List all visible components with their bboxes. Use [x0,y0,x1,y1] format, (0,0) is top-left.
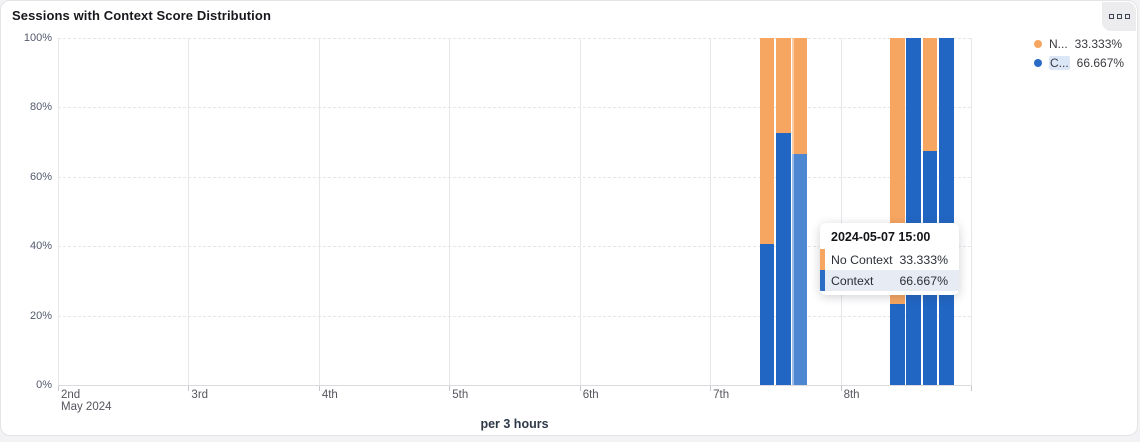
bar-segment-context[interactable] [776,132,791,385]
bar-segment-context[interactable] [906,38,922,385]
x-tick-label: 7th [713,389,730,401]
legend-marker-dot-icon [1034,59,1042,67]
legend-series-value: 33.333% [1074,37,1123,51]
gridline-vertical [449,38,451,385]
x-tick-mark [971,386,972,391]
x-tick-label: 2nd [61,389,81,401]
bar-segment-no-context[interactable] [922,38,938,151]
legend-series-value: 66.667% [1076,56,1125,70]
gridline-vertical [710,38,712,385]
gridline-horizontal [58,176,971,178]
bar-segment-context[interactable] [890,304,905,385]
gridline-vertical [188,38,190,385]
y-tick-label: 80% [29,101,52,114]
x-tick-mark [58,386,59,391]
plot-area [58,38,972,385]
legend: N... 33.333% C... 66.667% [1034,37,1124,70]
tooltip-series-value: 33.333% [899,252,948,267]
bar-segment-no-context[interactable] [792,38,807,154]
gridline-horizontal [58,315,971,317]
legend-marker-dot-icon [1034,40,1042,48]
gridline-vertical [318,38,320,385]
bar-segment-no-context[interactable] [776,38,791,133]
x-axis-line [58,385,972,386]
y-tick-label: 100% [23,32,52,44]
y-tick-label: 20% [29,309,52,322]
bar-segment-context[interactable] [759,244,775,385]
gridline-horizontal [58,38,971,39]
x-tick-label: 5th [452,389,469,401]
legend-item[interactable]: C... 66.667% [1034,56,1124,70]
gridline-vertical [58,38,59,385]
tooltip-series-label: No Context [831,252,893,267]
square-icon [1108,14,1114,19]
x-axis-caption: per 3 hours [480,417,549,431]
x-axis-sub-label: May 2024 [61,401,112,413]
x-tick-label: 6th [582,389,599,401]
chart-tooltip: 2024-05-07 15:00 No Context 33.333% Contex… [820,223,959,295]
bar-segment-context[interactable] [939,38,954,385]
tooltip-series-marker [820,270,825,291]
legend-item[interactable]: N... 33.333% [1034,37,1124,51]
tooltip-title: 2024-05-07 15:00 [831,230,931,244]
gridline-vertical [971,38,972,385]
square-icon [1116,14,1122,19]
tooltip-series-marker [820,249,825,270]
x-tick-mark [318,386,320,391]
x-tick-mark [188,386,190,391]
square-icon [1124,14,1130,19]
gridline-vertical [579,38,581,385]
x-tick-mark [579,386,581,391]
y-tick-label: 60% [29,170,52,183]
tooltip-series-value: 66.667% [899,273,948,288]
legend-series-name: N... [1049,37,1068,51]
x-tick-mark [449,386,451,391]
x-tick-label: 3rd [191,389,209,401]
gridline-horizontal [58,246,971,248]
x-tick-mark [840,386,842,391]
panel-options-button[interactable] [1102,2,1136,31]
legend-series-name: C... [1049,56,1070,70]
panel-title: Sessions with Context Score Distribution [12,8,271,23]
tooltip-rows: No Context 33.333% Context 66.667% [820,249,959,291]
gridline-vertical [840,38,842,385]
gridline-horizontal [58,107,971,109]
x-tick-mark [710,386,712,391]
tooltip-row: Context 66.667% [820,270,959,291]
tooltip-series-label: Context [831,273,874,288]
x-tick-label: 8th [843,389,860,401]
bar-segment-context[interactable] [792,153,807,385]
tooltip-row: No Context 33.333% [820,249,959,270]
bar-segment-no-context[interactable] [759,38,775,245]
y-tick-label: 40% [29,240,52,253]
y-tick-label: 0% [36,379,52,391]
x-tick-label: 4th [321,389,338,401]
